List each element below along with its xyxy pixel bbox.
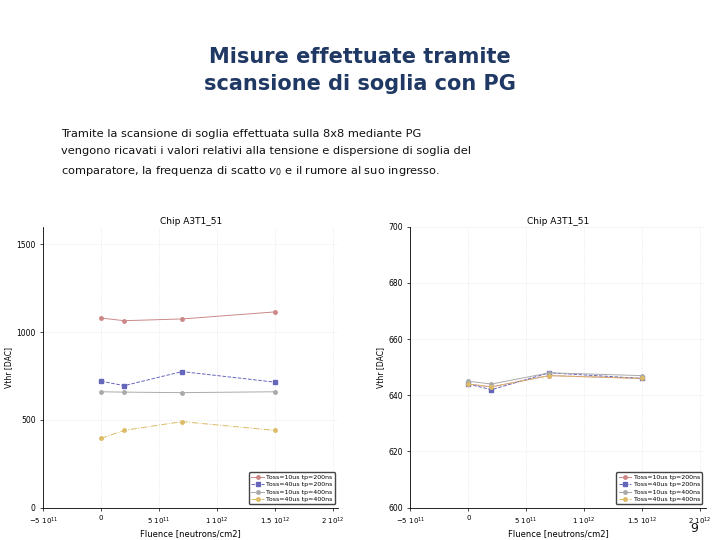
Text: Tramite la scansione di soglia effettuata sulla 8x8 mediante PG: Tramite la scansione di soglia effettuat…: [61, 129, 421, 139]
Line: Toss=10us tp=400ns: Toss=10us tp=400ns: [467, 371, 644, 386]
Text: comparatore, la frequenza di scatto $v_0$ e il rumore al suo ingresso.: comparatore, la frequenza di scatto $v_0…: [61, 164, 441, 178]
Toss=10us tp=400ns: [96, 389, 105, 395]
Line: Toss=40us tp=400ns: Toss=40us tp=400ns: [99, 420, 276, 440]
Title: Chip A3T1_51: Chip A3T1_51: [160, 217, 222, 226]
Toss=10us tp=200ns: [96, 315, 105, 321]
Toss=40us tp=400ns: [120, 427, 129, 434]
Toss=40us tp=400ns: [178, 418, 186, 425]
Toss=40us tp=200ns: [638, 375, 647, 382]
Toss=10us tp=200ns: [271, 309, 279, 315]
Legend: Toss=10us tp=200ns, Toss=40us tp=200ns, Toss=10us tp=400ns, Toss=40us tp=400ns: Toss=10us tp=200ns, Toss=40us tp=200ns, …: [249, 472, 336, 504]
Toss=40us tp=200ns: [545, 369, 554, 376]
Toss=40us tp=200ns: [120, 382, 129, 389]
Y-axis label: Vthr [DAC]: Vthr [DAC]: [4, 347, 14, 388]
X-axis label: Fluence [neutrons/cm2]: Fluence [neutrons/cm2]: [140, 529, 241, 538]
Toss=10us tp=200ns: [120, 318, 129, 324]
Toss=10us tp=200ns: [545, 373, 554, 379]
Text: 9: 9: [690, 522, 698, 535]
Toss=40us tp=200ns: [96, 378, 105, 384]
Toss=40us tp=200ns: [487, 387, 496, 393]
Text: Misure effettuate tramite: Misure effettuate tramite: [209, 46, 511, 67]
Line: Toss=10us tp=200ns: Toss=10us tp=200ns: [99, 310, 276, 322]
Toss=40us tp=400ns: [487, 383, 496, 390]
Toss=10us tp=400ns: [464, 378, 472, 384]
Toss=10us tp=400ns: [545, 369, 554, 376]
X-axis label: Fluence [neutrons/cm2]: Fluence [neutrons/cm2]: [508, 529, 608, 538]
Line: Toss=10us tp=400ns: Toss=10us tp=400ns: [99, 390, 276, 394]
Toss=10us tp=200ns: [638, 375, 647, 382]
Line: Toss=40us tp=400ns: Toss=40us tp=400ns: [467, 374, 644, 389]
Toss=10us tp=400ns: [271, 389, 279, 395]
Legend: Toss=10us tp=200ns, Toss=40us tp=200ns, Toss=10us tp=400ns, Toss=40us tp=400ns: Toss=10us tp=200ns, Toss=40us tp=200ns, …: [616, 472, 703, 504]
Toss=40us tp=200ns: [178, 368, 186, 375]
Text: vengono ricavati i valori relativi alla tensione e dispersione di soglia del: vengono ricavati i valori relativi alla …: [61, 146, 471, 157]
Line: Toss=40us tp=200ns: Toss=40us tp=200ns: [467, 371, 644, 392]
Y-axis label: Vthr [DAC]: Vthr [DAC]: [377, 347, 385, 388]
Toss=10us tp=200ns: [178, 316, 186, 322]
Toss=10us tp=400ns: [487, 381, 496, 387]
Toss=40us tp=400ns: [271, 427, 279, 434]
Toss=10us tp=200ns: [464, 381, 472, 387]
Toss=40us tp=200ns: [271, 379, 279, 386]
Toss=40us tp=400ns: [464, 381, 472, 387]
Line: Toss=10us tp=200ns: Toss=10us tp=200ns: [467, 374, 644, 389]
Toss=40us tp=400ns: [96, 435, 105, 442]
Toss=10us tp=400ns: [120, 389, 129, 395]
Toss=40us tp=200ns: [464, 381, 472, 387]
Toss=40us tp=400ns: [545, 373, 554, 379]
Text: scansione di soglia con PG: scansione di soglia con PG: [204, 73, 516, 94]
Toss=10us tp=400ns: [178, 389, 186, 396]
Title: Chip A3T1_51: Chip A3T1_51: [527, 217, 589, 226]
Toss=10us tp=400ns: [638, 373, 647, 379]
Toss=40us tp=400ns: [638, 375, 647, 382]
Toss=10us tp=200ns: [487, 383, 496, 390]
Line: Toss=40us tp=200ns: Toss=40us tp=200ns: [99, 370, 276, 387]
